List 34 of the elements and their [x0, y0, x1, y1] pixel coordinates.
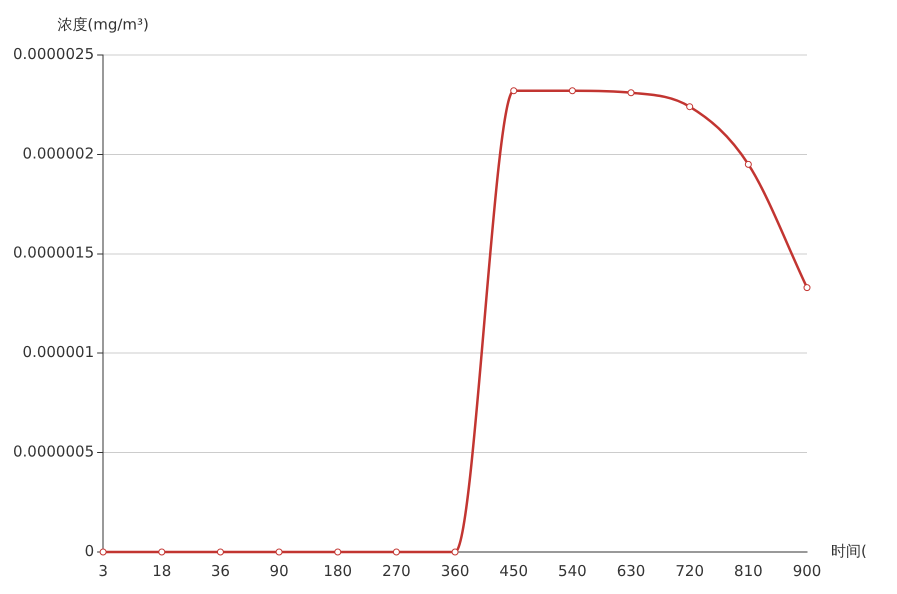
x-tick-label: 630 — [616, 562, 646, 580]
x-tick-label: 540 — [558, 562, 587, 580]
x-tick-label: 3 — [98, 562, 108, 580]
x-tick-label: 360 — [440, 562, 470, 580]
x-tick-label: 36 — [210, 562, 230, 580]
y-axis-title: 浓度(mg/m³) — [57, 15, 149, 34]
point — [334, 548, 342, 556]
point — [686, 103, 694, 110]
x-tick-label: 18 — [152, 562, 172, 580]
point — [216, 548, 224, 556]
x-tick-label: 720 — [675, 562, 704, 580]
x-tick-label: 450 — [499, 562, 528, 580]
point — [744, 160, 752, 168]
point — [100, 548, 107, 556]
x-tick-label: 900 — [792, 562, 822, 580]
point — [158, 548, 166, 556]
x-tick-label: 180 — [323, 562, 352, 580]
y-tick-label: 0 — [84, 542, 94, 560]
y-tick-label: 0.000001 — [22, 343, 94, 362]
point — [392, 548, 400, 556]
x-axis-title: 时间( — [831, 542, 867, 560]
point — [804, 284, 810, 292]
point — [568, 87, 576, 94]
point — [628, 89, 635, 96]
point — [510, 87, 518, 94]
x-tick-label: 270 — [382, 562, 411, 580]
x-tick-label: 810 — [734, 562, 763, 580]
y-tick-label: 0.0000015 — [12, 244, 94, 262]
y-tick-label: 0.000002 — [22, 144, 94, 162]
point — [452, 548, 459, 556]
point — [276, 548, 283, 556]
x-tick-label: 90 — [270, 562, 289, 580]
y-tick-label: 0.0000025 — [12, 44, 94, 63]
y-tick-label: 0.0000005 — [12, 442, 94, 460]
